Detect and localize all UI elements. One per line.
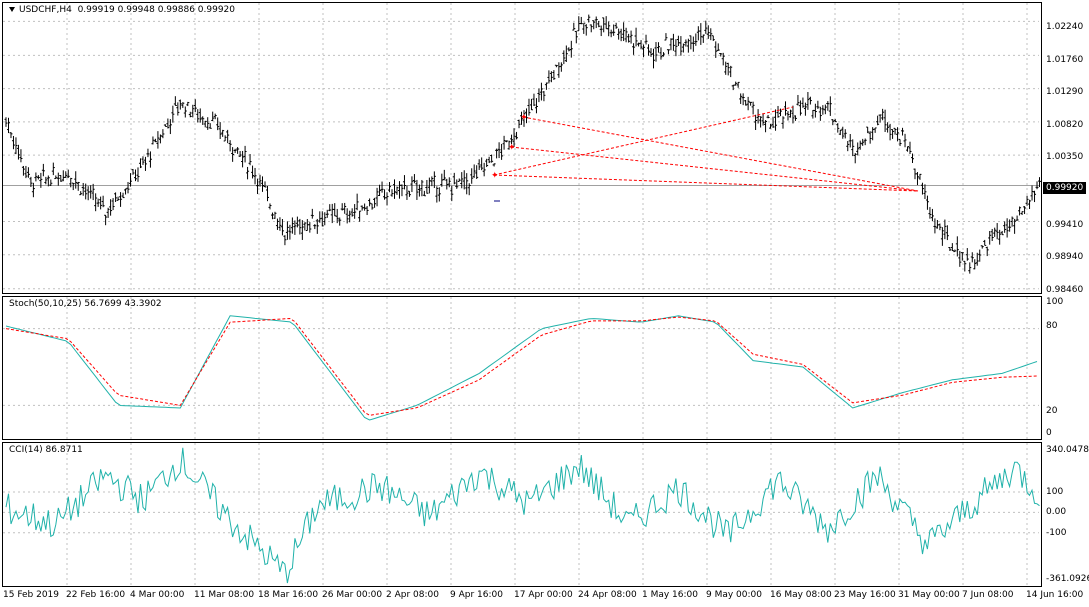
time-label: 18 Mar 16:00 (258, 590, 319, 600)
price-chart-svg[interactable]: ✦ ✦ ✦ (3, 3, 1042, 294)
time-label: 17 Apr 00:00 (514, 590, 573, 600)
symbol-header: USDCHF,H4 0.99919 0.99948 0.99886 0.9992… (9, 5, 235, 15)
trend-point-marker: ✦ (520, 113, 528, 123)
trendline (493, 106, 794, 176)
ohlc-label: 0.99919 0.99948 0.99886 0.99920 (77, 5, 236, 15)
trend-point-marker: ✦ (508, 143, 516, 153)
cci-pane[interactable]: CCI(14) 86.8711 (2, 442, 1042, 587)
current-price-tag: 0.99920 (1043, 182, 1087, 194)
trendline (522, 116, 919, 192)
stoch-signal-line (5, 316, 1038, 416)
price-label: 1.02240 (1046, 22, 1084, 32)
time-label: 7 Jun 08:00 (962, 590, 1014, 600)
cci-title: CCI(14) 86.8711 (9, 445, 83, 455)
stochastic-chart-svg[interactable] (3, 297, 1042, 440)
time-label: 4 Mar 00:00 (130, 590, 185, 600)
price-label: 0.98460 (1046, 285, 1084, 295)
stochastic-pane[interactable]: Stoch(50,10,25) 56.7699 43.3902 (2, 296, 1042, 440)
price-label: 0.98940 (1046, 252, 1084, 262)
stoch-axis-label: 80 (1046, 321, 1058, 331)
cci-axis-label: -100 (1046, 528, 1067, 538)
stoch-axis-label: 100 (1046, 297, 1064, 307)
cci-axis-label: 340.0478 (1046, 445, 1089, 455)
time-label: 15 Feb 2019 (3, 590, 60, 600)
cci-axis-label: 100 (1046, 487, 1064, 497)
price-label: 1.01290 (1046, 87, 1084, 97)
time-label: 24 Apr 08:00 (578, 590, 637, 600)
stoch-axis-label: 20 (1046, 406, 1058, 416)
trend-point-marker: ✦ (491, 171, 499, 181)
time-label: 9 May 00:00 (706, 590, 762, 600)
time-label: 26 Mar 00:00 (322, 590, 383, 600)
time-label: 22 Feb 16:00 (66, 590, 126, 600)
stoch-axis-label: 0 (1046, 428, 1052, 438)
time-label: 31 May 00:00 (898, 590, 960, 600)
stoch-title: Stoch(50,10,25) 56.7699 43.3902 (9, 299, 162, 309)
time-label: 16 May 08:00 (770, 590, 832, 600)
cci-axis-label: 0.00 (1046, 507, 1067, 517)
time-label: 9 Apr 16:00 (450, 590, 503, 600)
price-label: 0.99410 (1046, 220, 1084, 230)
time-label: 1 May 16:00 (642, 590, 698, 600)
time-label: 11 Mar 08:00 (194, 590, 255, 600)
symbol-label: USDCHF,H4 (19, 5, 72, 15)
time-label: 2 Apr 08:00 (386, 590, 439, 600)
stoch-main-line (5, 315, 1038, 421)
cci-axis-label: -361.0926 (1046, 574, 1089, 584)
trendline (510, 146, 919, 192)
main-price-pane[interactable]: ✦ ✦ ✦ USDCHF,H4 0.99919 0.99948 0.99886 0.… (2, 2, 1042, 294)
price-label: 1.00350 (1046, 152, 1084, 162)
time-label: 23 May 16:00 (834, 590, 896, 600)
price-label: 1.01760 (1046, 55, 1084, 65)
collapse-arrow-icon[interactable] (9, 7, 15, 12)
cci-line (5, 447, 1040, 584)
time-label: 14 Jun 16:00 (1026, 590, 1084, 600)
cci-chart-svg[interactable] (3, 443, 1042, 587)
price-label: 1.00820 (1046, 120, 1084, 130)
trendline (493, 174, 919, 192)
